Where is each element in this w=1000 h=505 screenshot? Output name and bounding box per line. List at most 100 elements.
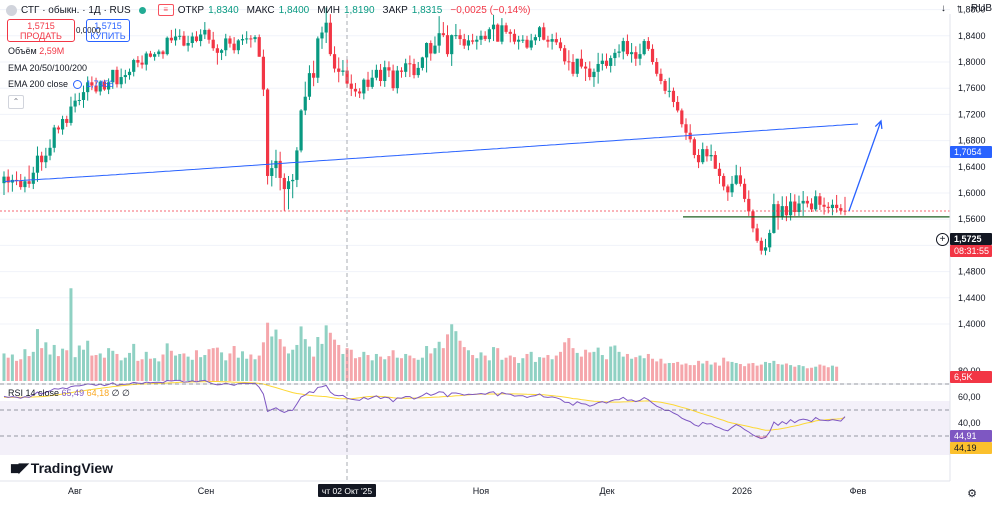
volume-bar xyxy=(425,346,429,381)
candle xyxy=(282,173,286,211)
countdown-tag: 08:31:55 xyxy=(950,245,992,257)
volume-bar xyxy=(316,337,320,381)
candle xyxy=(228,35,232,48)
settings-gear-icon[interactable]: ⚙ xyxy=(967,488,977,500)
volume-bar xyxy=(588,352,592,381)
candle xyxy=(257,34,261,57)
rsi-legend[interactable]: RSI 14 close 65,49 64,18 ∅ ∅ xyxy=(8,388,130,399)
volume-bar xyxy=(605,359,609,381)
candle-body xyxy=(726,186,730,193)
projection-arrow[interactable] xyxy=(848,119,883,212)
ema200-line xyxy=(3,123,859,182)
collapse-legend-icon[interactable]: ⌃ xyxy=(8,95,24,109)
candle xyxy=(186,35,190,52)
candle-body xyxy=(182,35,186,46)
volume-bar xyxy=(789,365,793,381)
candle-body xyxy=(575,58,579,74)
download-icon[interactable]: ↓ xyxy=(940,3,946,14)
sell-button[interactable]: 1,5715 ПРОДАТЬ xyxy=(7,19,75,42)
currency-selector[interactable]: RUB xyxy=(970,3,992,14)
time-axis[interactable]: Авг Сен чт 02 Окт '25 Ноя Дек 2026 Фев xyxy=(68,484,867,497)
volume-bar xyxy=(822,365,826,381)
symbol-header: СТГ · обыкн. · 1Д · RUS ≡ ОТКР 1,8340 МАК… xyxy=(6,3,530,17)
time-tick-label: 2026 xyxy=(732,486,752,496)
open-value: 1,8340 xyxy=(208,4,239,16)
time-tick-label: Дек xyxy=(599,486,614,496)
volume-bar xyxy=(52,344,56,381)
volume-bar xyxy=(575,352,579,381)
candle-body xyxy=(793,201,797,212)
candle xyxy=(713,151,717,169)
candle-body xyxy=(713,155,717,169)
candle xyxy=(768,229,772,252)
candle xyxy=(366,71,370,91)
candle xyxy=(839,204,843,215)
volume-bar xyxy=(441,348,445,381)
ema200-legend[interactable]: EMA 200 close 1,7456 xyxy=(8,79,114,90)
upload-icon[interactable]: ↑ xyxy=(955,3,961,14)
volume-bar xyxy=(48,354,52,381)
candle-body xyxy=(676,101,680,111)
price-axis[interactable]: 1,8800 1,8400 1,8000 1,7600 1,7200 1,6800 1,64… xyxy=(958,5,986,329)
candle-body xyxy=(692,139,696,156)
buy-button[interactable]: 1,5715 КУПИТЬ xyxy=(86,19,130,42)
volume-legend[interactable]: Объём 2,59M xyxy=(8,46,64,56)
volume-bar xyxy=(182,353,186,381)
candle xyxy=(408,55,412,78)
candle-body xyxy=(717,168,722,176)
candle-body xyxy=(546,39,550,42)
candle xyxy=(102,79,107,91)
price-tick-label: 1,8000 xyxy=(958,57,986,67)
candle-body xyxy=(621,41,625,52)
candle xyxy=(2,171,6,195)
volume-bar xyxy=(19,359,23,381)
volume-bar xyxy=(383,359,387,381)
candle xyxy=(362,78,366,100)
volume-bar xyxy=(412,358,416,381)
candle-body xyxy=(663,80,667,91)
volume-bar xyxy=(684,363,688,381)
price-tick-label: 1,8800 xyxy=(958,5,986,15)
ema-settings-icon[interactable] xyxy=(72,80,82,90)
price-tick-label: 1,7600 xyxy=(958,83,986,93)
hide-toggle-icon[interactable]: ≡ xyxy=(157,4,174,16)
volume-bar xyxy=(810,367,814,381)
ema-ribbon-legend[interactable]: EMA 20/50/100/200 xyxy=(8,63,87,73)
candle-body xyxy=(324,22,328,33)
candle xyxy=(835,194,839,213)
candle-body xyxy=(709,155,713,157)
rsi-ma-line xyxy=(3,381,846,431)
volume-bar xyxy=(801,366,805,381)
candle-body xyxy=(353,88,358,92)
candle-body xyxy=(814,196,818,210)
volume-bar xyxy=(722,357,726,381)
volume-bar xyxy=(688,365,692,381)
candle-body xyxy=(680,110,684,125)
candle xyxy=(445,25,450,57)
candle xyxy=(692,137,696,159)
time-tick-label: Фев xyxy=(850,486,867,496)
candle xyxy=(86,76,90,101)
volume-bar xyxy=(358,357,362,381)
volume-bar xyxy=(278,339,282,381)
candle-body xyxy=(475,39,479,42)
volume-bar xyxy=(102,357,106,381)
volume-bar xyxy=(174,355,178,381)
candle-body xyxy=(173,36,178,41)
volume-bar xyxy=(282,346,286,381)
symbol-title[interactable]: СТГ · обыкн. · 1Д · RUS xyxy=(21,4,131,16)
candle xyxy=(701,142,705,165)
tradingview-logo[interactable]: ◼◤ TradingView xyxy=(10,460,113,476)
candle-body xyxy=(705,149,709,157)
candle-body xyxy=(784,206,789,216)
ema200-label: EMA 200 close xyxy=(8,79,69,89)
candle-body xyxy=(257,37,261,57)
volume-bar xyxy=(805,368,809,381)
candle xyxy=(722,173,726,191)
candle xyxy=(742,178,747,203)
candle xyxy=(35,146,40,182)
candle-body xyxy=(94,85,98,92)
add-alert-icon[interactable]: + xyxy=(936,233,949,246)
